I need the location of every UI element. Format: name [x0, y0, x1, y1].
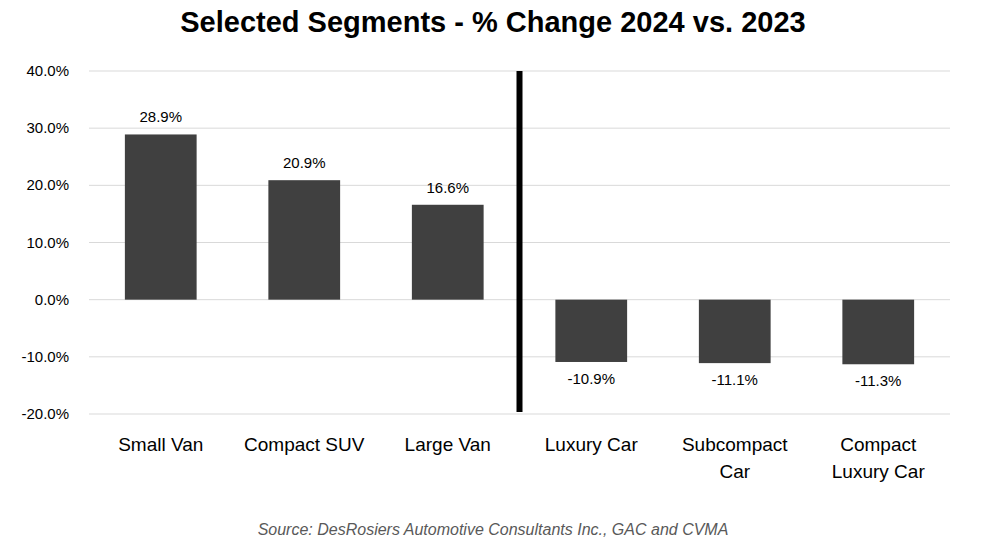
x-tick-label-line: Large Van: [405, 434, 491, 455]
bar: [125, 134, 197, 299]
bar: [842, 300, 914, 365]
y-tick-label: 40.0%: [26, 62, 69, 79]
data-label: -11.3%: [855, 372, 901, 389]
data-label: -10.9%: [567, 370, 615, 387]
chart: Selected Segments - % Change 2024 vs. 20…: [0, 0, 987, 553]
y-tick-label: 30.0%: [26, 119, 69, 136]
data-label: 28.9%: [139, 108, 182, 125]
bar: [412, 205, 484, 300]
grid-line: [89, 414, 950, 415]
bar: [699, 300, 771, 363]
y-tick-label: 10.0%: [26, 234, 69, 251]
data-label: 20.9%: [283, 154, 326, 171]
x-tick-label: Compact Luxury Car: [832, 434, 926, 482]
y-tick-label: -20.0%: [21, 405, 69, 422]
y-tick-label: -10.0%: [21, 348, 69, 365]
x-tick-label-line: Luxury Car: [545, 434, 639, 455]
y-tick-label: 20.0%: [26, 176, 69, 193]
x-tick-label-line: Small Van: [118, 434, 203, 455]
x-tick-label: Subcompact Car: [682, 434, 788, 482]
y-tick-label: 0.0%: [35, 291, 69, 308]
x-tick-label: Small Van: [118, 434, 203, 455]
x-tick-label: Large Van: [405, 434, 491, 455]
data-label: 16.6%: [426, 179, 469, 196]
x-tick-label-line: Subcompact: [682, 434, 788, 455]
x-tick-label-line: Car: [719, 461, 750, 482]
x-tick-label-line: Luxury Car: [832, 461, 926, 482]
x-tick-label: Compact SUV: [244, 434, 365, 455]
data-label: -11.1%: [712, 371, 758, 388]
source: Source: DesRosiers Automotive Consultant…: [258, 521, 729, 538]
grid: [89, 71, 950, 414]
title: Selected Segments - % Change 2024 vs. 20…: [180, 6, 805, 38]
bar: [268, 180, 340, 299]
bar: [555, 300, 627, 362]
divider: [517, 71, 523, 412]
x-tick-label: Luxury Car: [545, 434, 639, 455]
x-tick-label-line: Compact SUV: [244, 434, 365, 455]
x-tick-label-line: Compact: [840, 434, 917, 455]
